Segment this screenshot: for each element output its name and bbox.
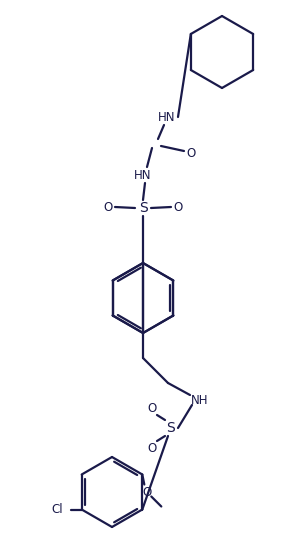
Text: NH: NH xyxy=(191,393,209,407)
Text: S: S xyxy=(166,421,174,435)
Text: S: S xyxy=(139,201,147,215)
Text: O: O xyxy=(173,201,183,214)
Text: Cl: Cl xyxy=(51,503,63,516)
Text: HN: HN xyxy=(158,111,176,124)
Text: HN: HN xyxy=(134,168,152,181)
Text: O: O xyxy=(103,201,113,214)
Text: O: O xyxy=(186,147,196,160)
Text: O: O xyxy=(147,441,157,455)
Text: O: O xyxy=(147,402,157,415)
Text: O: O xyxy=(143,486,152,499)
